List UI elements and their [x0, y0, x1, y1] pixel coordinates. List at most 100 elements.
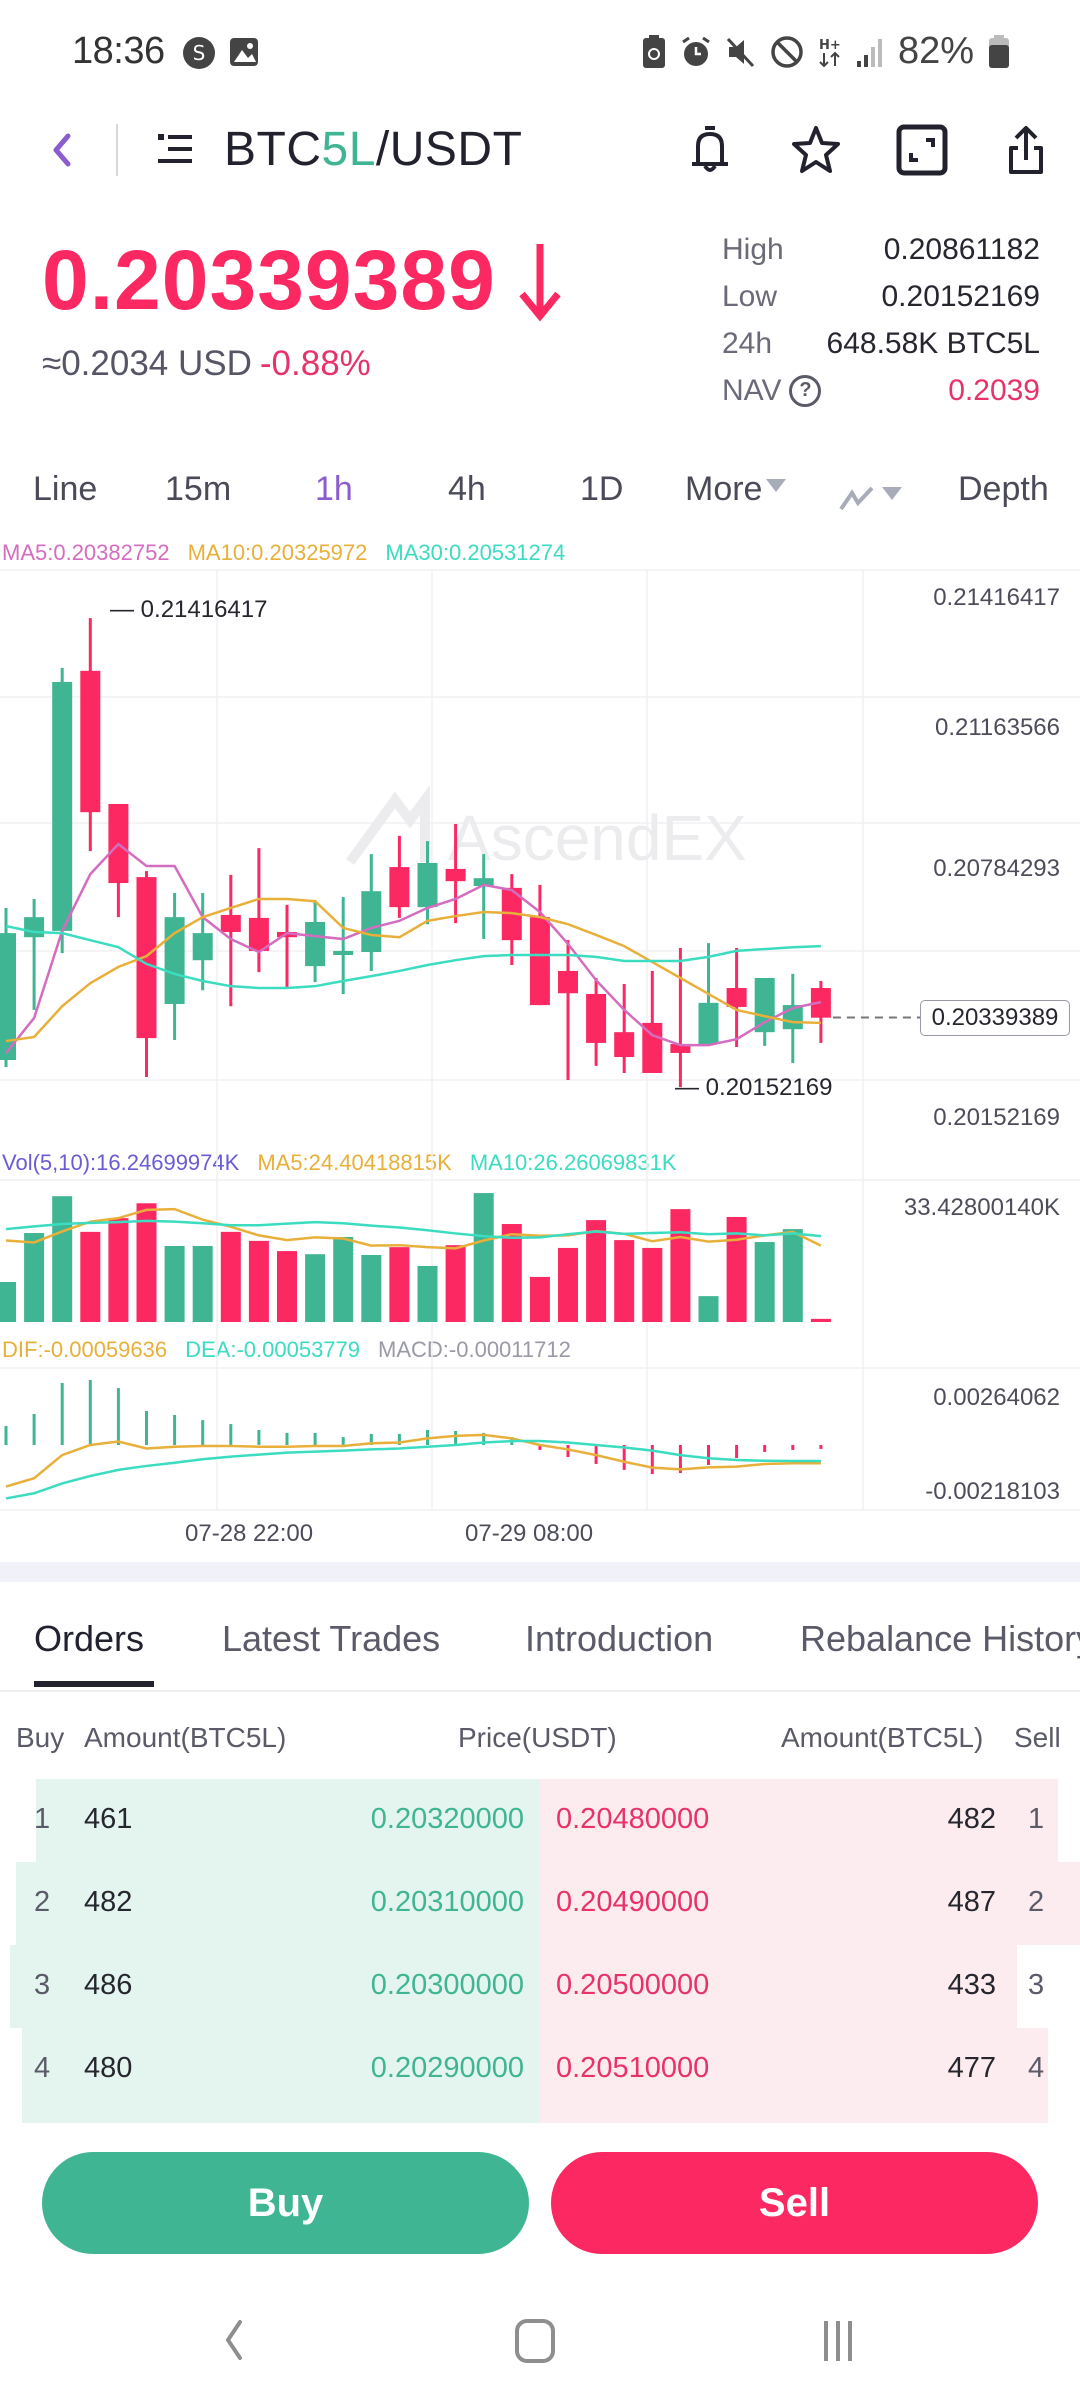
bid-index: 4	[34, 2052, 51, 2084]
caret-down-icon	[882, 487, 902, 500]
ma30-line	[5, 924, 821, 990]
nav-recents-icon[interactable]	[808, 2310, 868, 2370]
ma30-legend: MA30:0.20531274	[385, 540, 566, 565]
bid-price: 0.20320000	[370, 1803, 524, 1835]
tab-rebalance-history[interactable]: Rebalance History	[800, 1618, 1080, 1659]
ask-amount: 482	[947, 1803, 996, 1835]
candle-body	[24, 917, 45, 938]
indicator-line-icon	[839, 486, 874, 511]
nav-back-icon[interactable]	[204, 2310, 264, 2370]
header-price: Price(USDT)	[458, 1722, 617, 1753]
header-divider	[116, 124, 118, 176]
stat-label: 24h	[722, 326, 773, 360]
bid-price: 0.20290000	[370, 2052, 524, 2084]
orderbook-row[interactable]: 4 480 0.20290000 0.20510000 477 4	[0, 2028, 1080, 2123]
depth-tab[interactable]: Depth	[958, 470, 1049, 508]
ask-depth-bar	[540, 1779, 1058, 1862]
bid-index: 2	[34, 1886, 51, 1918]
volume-legend: Vol(5,10):16.24699974K MA5:24.40418815K …	[2, 1150, 677, 1176]
macd-legend: DIF:-0.00059636 DEA:-0.00053779 MACD:-0.…	[2, 1337, 571, 1363]
s-app-icon: S	[183, 37, 215, 69]
ask-amount: 477	[947, 2052, 996, 2084]
bid-amount: 486	[84, 1969, 133, 2001]
ask-amount: 433	[947, 1969, 996, 2001]
ask-price: 0.20490000	[556, 1886, 710, 1918]
stat-value: 0.20152169	[881, 279, 1041, 313]
volume-ma10-line	[5, 1219, 822, 1239]
volume-bar	[192, 1245, 213, 1322]
stat-label: NAV?	[722, 374, 822, 408]
candle-body	[445, 868, 466, 882]
candle-body	[726, 988, 747, 1007]
stat-value: 648.58K BTC5L	[826, 326, 1040, 360]
candle-body	[389, 867, 410, 908]
tab-latest-trades[interactable]: Latest Trades	[222, 1618, 441, 1659]
orderbook-row[interactable]: 1 461 0.20320000 0.20480000 482 1	[0, 1779, 1080, 1862]
fullscreen-icon[interactable]	[892, 120, 952, 180]
macd-axis-max: 0.00264062	[933, 1384, 1060, 1411]
stat-low: Low 0.20152169	[722, 273, 1040, 320]
favorite-star-icon[interactable]	[786, 120, 846, 180]
ask-index: 3	[1028, 1969, 1045, 2001]
volume-bar	[333, 1236, 354, 1322]
volume-bar	[277, 1251, 297, 1322]
stat-nav: NAV? 0.2039	[722, 367, 1040, 414]
interval-1d[interactable]: 1D	[580, 470, 624, 508]
tab-introduction[interactable]: Introduction	[525, 1618, 714, 1659]
indicator-menu[interactable]	[838, 478, 902, 517]
volume-bar	[726, 1216, 747, 1322]
bid-price: 0.20300000	[370, 1969, 524, 2001]
battery-percent: 82%	[897, 30, 974, 72]
back-button[interactable]	[42, 122, 82, 178]
nav-home-icon[interactable]	[505, 2310, 565, 2370]
bid-amount: 482	[84, 1886, 133, 1918]
candle-body	[164, 917, 185, 1004]
ask-index: 1	[1028, 1803, 1045, 1835]
volume-bar	[52, 1196, 73, 1322]
volume-bar	[220, 1231, 241, 1322]
candle-body	[586, 993, 607, 1043]
bid-depth-bar	[10, 1945, 540, 2028]
volume-bar	[754, 1242, 775, 1322]
orderbook-row[interactable]: 3 486 0.20300000 0.20500000 433 3	[0, 1945, 1080, 2028]
help-icon[interactable]: ?	[789, 374, 822, 407]
orderbook-row[interactable]: 2 482 0.20310000 0.20490000 487 2	[0, 1862, 1080, 1945]
battery-saver-icon	[642, 34, 665, 68]
kline-chart[interactable]: AscendEX	[0, 0, 1080, 1560]
price-axis-label: 0.21416417	[933, 584, 1060, 611]
last-price-tag: 0.20339389	[920, 1000, 1070, 1036]
share-icon[interactable]	[996, 120, 1056, 180]
candle-body	[192, 933, 213, 961]
vol-ma10-legend: MA10:26.26069831K	[469, 1150, 677, 1175]
tab-orders[interactable]: Orders	[34, 1618, 145, 1659]
macd-axis-min: -0.00218103	[925, 1478, 1060, 1505]
candle-body	[0, 933, 16, 1060]
bell-icon[interactable]	[680, 120, 740, 180]
do-not-disturb-icon	[771, 35, 803, 68]
pair-title[interactable]: BTC5L/USDT	[224, 122, 522, 177]
interval-4h[interactable]: 4h	[448, 470, 486, 508]
candle-body	[642, 1022, 663, 1073]
ma5-line	[5, 842, 822, 1054]
interval-line[interactable]: Line	[33, 470, 98, 508]
interval-15m[interactable]: 15m	[165, 470, 232, 508]
bid-depth-bar	[36, 1779, 540, 1862]
ma10-legend: MA10:0.20325972	[187, 540, 368, 565]
pair-list-menu-icon[interactable]	[158, 132, 194, 166]
bid-index: 1	[34, 1803, 51, 1835]
candle-body	[333, 950, 354, 956]
interval-1h[interactable]: 1h	[315, 470, 353, 508]
candle-body	[52, 681, 73, 931]
alarm-icon	[682, 36, 710, 66]
volume-bar	[445, 1245, 466, 1322]
candle-body	[136, 877, 157, 1039]
header-ask-amount: Amount(BTC5L)	[781, 1722, 984, 1753]
volume-bar	[361, 1254, 382, 1322]
bid-depth-bar	[16, 1862, 540, 1945]
last-price: 0.20339389	[42, 233, 496, 327]
volume-bar	[417, 1265, 438, 1322]
interval-more[interactable]: More	[685, 470, 787, 509]
max-price-marker: — 0.21416417	[110, 596, 268, 623]
buy-button[interactable]: Buy	[42, 2152, 529, 2254]
sell-button[interactable]: Sell	[551, 2152, 1038, 2254]
